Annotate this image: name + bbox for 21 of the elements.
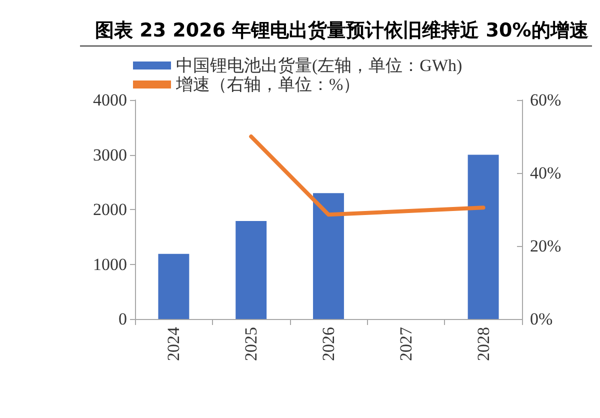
y-tick-label: 3000 (93, 145, 127, 164)
y2-tick-label: 20% (530, 236, 562, 256)
y-tick-label: 1000 (93, 254, 127, 274)
x-tick-label: 2026 (319, 327, 338, 361)
bar (468, 154, 499, 319)
x-tick-label: 2028 (474, 327, 493, 361)
bar (236, 221, 267, 319)
y2-tick-label: 0% (530, 310, 553, 328)
legend-label: 增速（右轴，单位：%） (175, 75, 360, 94)
y-tick-label: 4000 (93, 90, 127, 110)
x-tick-label: 2024 (164, 326, 184, 361)
x-tick-label: 2025 (242, 327, 261, 361)
y2-tick-label: 60% (530, 90, 562, 110)
y-tick-label: 2000 (93, 200, 127, 219)
chart-title: 图表 23 2026 年锂电出货量预计依旧维持近 30%的增速 (95, 20, 588, 42)
y-tick-label: 0 (118, 310, 127, 328)
y2-tick-label: 40% (530, 164, 562, 182)
bar (158, 254, 190, 319)
legend-label: 中国锂电池出货量(左轴，单位：GWh) (176, 56, 462, 75)
bar (313, 193, 344, 319)
x-tick-label: 2027 (396, 326, 416, 361)
